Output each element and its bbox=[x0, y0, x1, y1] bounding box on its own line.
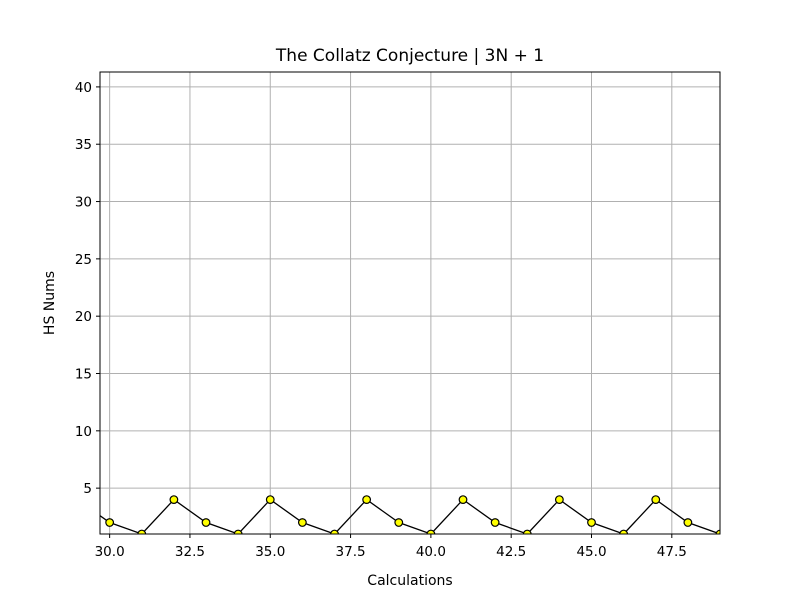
plot-frame bbox=[99, 71, 721, 535]
data-point bbox=[201, 518, 211, 527]
plot-area bbox=[100, 72, 720, 534]
data-point bbox=[330, 529, 339, 534]
y-tick-label: 5 bbox=[83, 481, 92, 497]
x-tick-label: 35.0 bbox=[255, 544, 285, 560]
x-tick-label: 40.0 bbox=[416, 544, 446, 560]
data-point bbox=[362, 495, 372, 505]
ticks: 30.0 32.5 35.0 37.5 40.0 42.5 45.0 47.5 5 10 15 20 2… bbox=[75, 80, 687, 560]
y-tick-label: 35 bbox=[75, 137, 92, 153]
data-point bbox=[169, 495, 179, 505]
data-point bbox=[105, 518, 115, 527]
y-tick-label: 10 bbox=[75, 424, 92, 440]
series-layer bbox=[100, 495, 720, 534]
x-tick-label: 37.5 bbox=[336, 544, 366, 560]
x-tick-label: 32.5 bbox=[175, 544, 205, 560]
y-tick-label: 20 bbox=[75, 309, 92, 325]
data-point bbox=[394, 518, 404, 527]
y-axis-label: HS Nums bbox=[42, 271, 58, 335]
data-point bbox=[297, 518, 307, 527]
data-point bbox=[137, 529, 147, 534]
data-point bbox=[715, 529, 720, 534]
data-point bbox=[683, 518, 693, 527]
data-point bbox=[458, 495, 468, 505]
data-point bbox=[426, 529, 436, 534]
data-point bbox=[651, 495, 661, 505]
data-point bbox=[265, 495, 275, 505]
data-point bbox=[233, 529, 243, 534]
y-tick-label: 15 bbox=[75, 367, 92, 383]
data-point bbox=[490, 518, 500, 527]
y-tick-label: 30 bbox=[75, 195, 92, 211]
data-point bbox=[619, 529, 629, 534]
x-tick-label: 47.5 bbox=[657, 544, 687, 560]
x-tick-label: 45.0 bbox=[576, 544, 606, 560]
data-point bbox=[587, 518, 596, 527]
chart-title: The Collatz Conjecture | 3N + 1 bbox=[275, 46, 544, 66]
x-axis-label: Calculations bbox=[367, 573, 452, 589]
data-point bbox=[522, 529, 532, 534]
data-point bbox=[554, 495, 564, 505]
x-tick-label: 30.0 bbox=[95, 544, 125, 560]
grid bbox=[100, 72, 720, 534]
y-tick-label: 40 bbox=[75, 80, 92, 96]
x-tick-label: 42.5 bbox=[496, 544, 526, 560]
y-tick-label: 25 bbox=[75, 252, 92, 268]
